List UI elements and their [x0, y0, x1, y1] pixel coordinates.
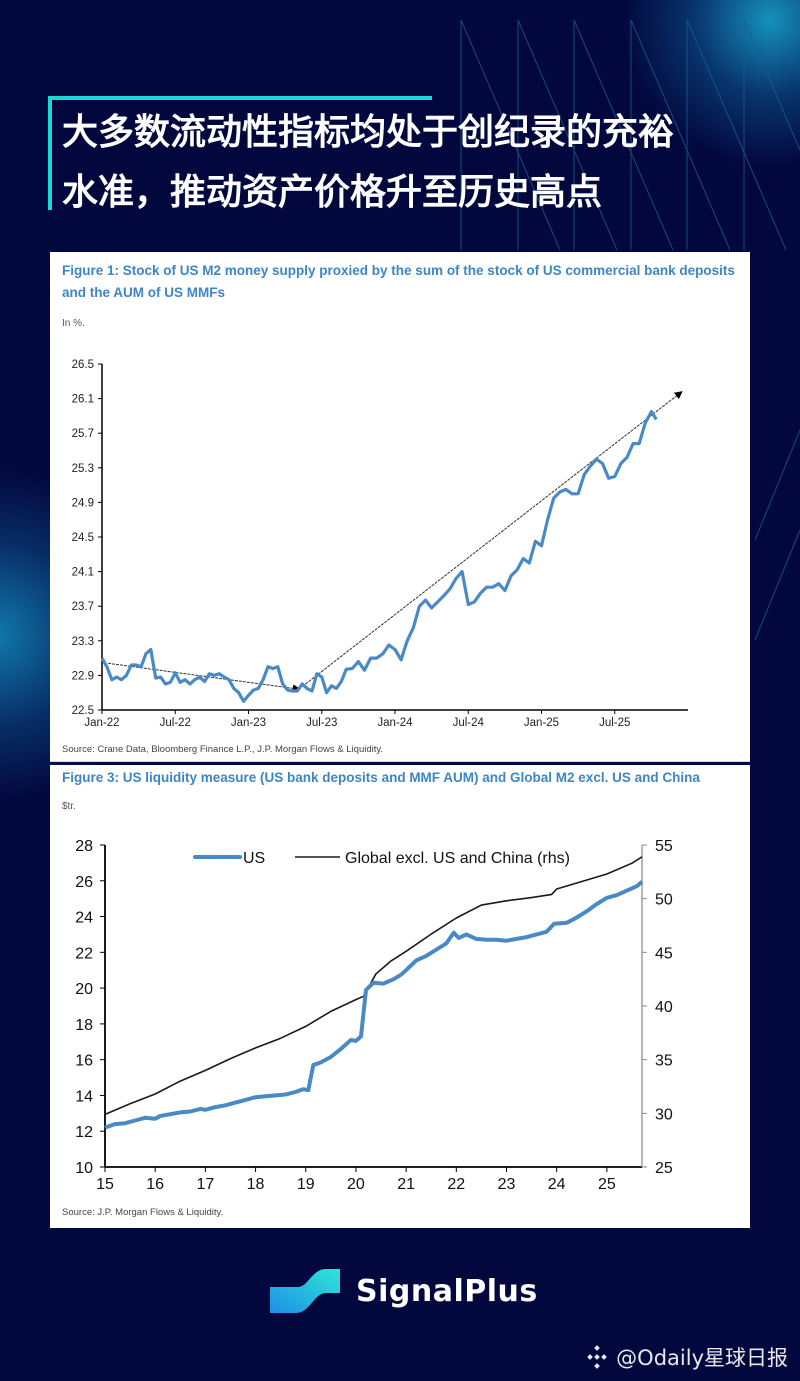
x-tick-label: 16: [146, 1176, 164, 1193]
y-tick-label: 23.3: [72, 636, 94, 648]
y-tick-label: 16: [75, 1053, 93, 1070]
headline-line-2: 水准，推动资产价格升至历史高点: [62, 172, 603, 213]
y-tick-label: 18: [75, 1017, 93, 1034]
figure-1-title: Figure 1: Stock of US M2 money supply pr…: [62, 263, 735, 300]
figure-1-card: Figure 1: Stock of US M2 money supply pr…: [50, 252, 750, 762]
y-tick-label: 25.7: [72, 428, 94, 440]
figure-3-source: Source: J.P. Morgan Flows & Liquidity.: [62, 1207, 224, 1218]
figure-3-card: Figure 3: US liquidity measure (US bank …: [50, 765, 750, 1228]
us-liquidity-series-line: [104, 880, 644, 1130]
y2-tick-label: 45: [655, 945, 673, 962]
trend-arrow: [301, 391, 683, 688]
x-tick-label: 17: [196, 1176, 214, 1193]
y-tick-label: 24.9: [72, 497, 94, 509]
y-tick-label: 24.5: [72, 532, 94, 544]
y2-tick-label: 30: [655, 1106, 673, 1123]
x-tick-label: 22: [447, 1176, 465, 1193]
y-tick-label: 22: [75, 945, 93, 962]
y-tick-label: 24.1: [72, 567, 94, 579]
x-tick-label: 18: [247, 1176, 265, 1193]
headline-line-1: 大多数流动性指标均处于创纪录的充裕: [62, 112, 675, 153]
legend-us-label: US: [243, 850, 265, 867]
figure-3-unit: $tr.: [62, 801, 76, 812]
x-tick-label: Jan-24: [377, 717, 413, 729]
y-tick-label: 22.9: [72, 670, 94, 682]
y2-tick-label: 25: [655, 1160, 673, 1177]
watermark-text: @Odaily星球日报: [616, 1346, 788, 1370]
y-tick-label: 10: [75, 1160, 93, 1177]
y-tick-label: 22.5: [72, 705, 94, 717]
figure-1-unit: In %.: [62, 318, 85, 329]
brand-name: SignalPlus: [356, 1273, 538, 1309]
headline-accent-frame: [48, 96, 432, 210]
y-tick-label: 23.7: [72, 601, 94, 613]
x-tick-label: Jul-23: [306, 717, 337, 729]
y2-tick-label: 35: [655, 1053, 673, 1070]
y-tick-label: 20: [75, 981, 93, 998]
page-headline: 大多数流动性指标均处于创纪录的充裕 水准，推动资产价格升至历史高点: [62, 103, 782, 223]
y2-tick-label: 50: [655, 892, 673, 909]
y-tick-label: 24: [75, 910, 93, 927]
y-tick-label: 25.3: [72, 463, 94, 475]
signalplus-logo-icon: [270, 1269, 340, 1313]
x-tick-label: 20: [347, 1176, 365, 1193]
figure-1-chart: 22.5 22.9 23.3 23.7 24.1 24.5 24.9 25.3 25.7 26.1…: [72, 359, 688, 729]
signalplus-brand: SignalPlus: [268, 1265, 538, 1317]
figure-1-source: Source: Crane Data, Bloomberg Finance L.…: [62, 744, 384, 755]
figure-3-chart: 10 12 14 16 18 20 22 24 26 28 25 30 35 40 45 50 55 15 16 17…: [75, 838, 673, 1193]
x-tick-label: Jul-22: [160, 717, 191, 729]
x-tick-label: Jan-23: [231, 717, 266, 729]
figure-3-title: Figure 3: US liquidity measure (US bank …: [62, 770, 700, 785]
y2-tick-label: 55: [655, 838, 673, 855]
binance-diamond-icon: [587, 1345, 608, 1369]
x-tick-label: Jul-24: [453, 717, 485, 729]
global-m2-series-line: [104, 856, 643, 1116]
y-tick-label: 26: [75, 874, 93, 891]
y-tick-label: 12: [75, 1124, 93, 1141]
x-tick-label: Jan-22: [84, 717, 119, 729]
figure-separator: [50, 761, 750, 762]
y-tick-label: 28: [75, 838, 93, 855]
x-tick-label: 19: [297, 1176, 315, 1193]
x-tick-label: 15: [96, 1176, 114, 1193]
x-tick-label: 23: [498, 1176, 516, 1193]
x-tick-label: 21: [397, 1176, 415, 1193]
us-m2-series-line: [100, 410, 658, 703]
y-tick-label: 26.5: [72, 359, 94, 371]
y2-tick-label: 40: [655, 999, 673, 1016]
x-tick-label: 24: [548, 1176, 566, 1193]
x-tick-label: Jan-25: [524, 717, 559, 729]
y-tick-label: 26.1: [72, 394, 94, 406]
y-tick-label: 14: [75, 1088, 93, 1105]
odaily-watermark: @Odaily星球日报: [584, 1342, 788, 1372]
x-tick-label: Jul-25: [599, 717, 630, 729]
legend-global-label: Global excl. US and China (rhs): [345, 850, 570, 867]
x-tick-label: 25: [598, 1176, 616, 1193]
